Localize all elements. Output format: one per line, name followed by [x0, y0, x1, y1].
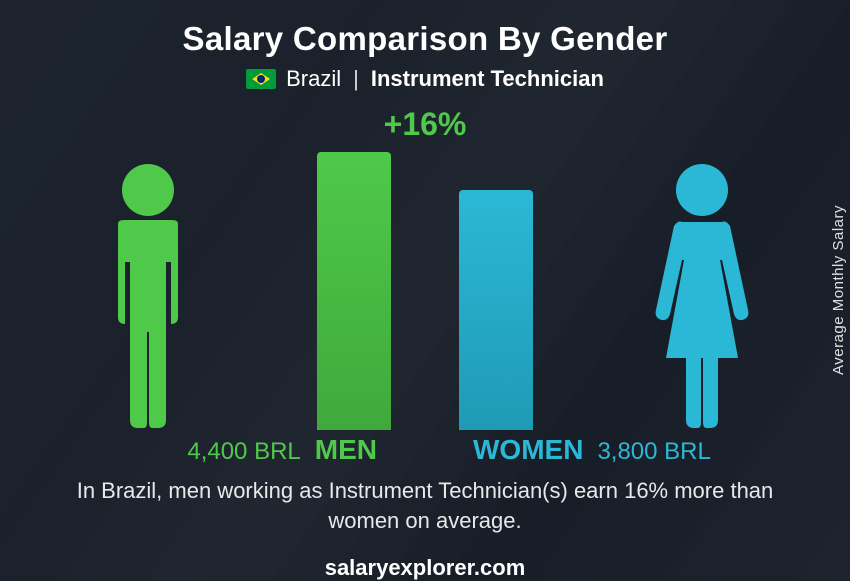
- page-title: Salary Comparison By Gender: [28, 20, 822, 58]
- y-axis-label: Average Monthly Salary: [830, 205, 847, 375]
- job-title-label: Instrument Technician: [371, 66, 604, 92]
- brazil-flag-icon: [246, 69, 276, 89]
- women-salary: 3,800 BRL: [597, 438, 710, 466]
- divider: |: [353, 66, 359, 92]
- women-label: WOMEN: [473, 434, 583, 466]
- website-label: salaryexplorer.com: [28, 555, 822, 581]
- woman-figure-icon: [642, 162, 762, 430]
- man-figure-icon: [88, 162, 208, 430]
- chart-area: +16% 4,400 BRL MEN: [28, 106, 822, 466]
- country-label: Brazil: [286, 66, 341, 92]
- y-axis-label-wrap: Average Monthly Salary: [828, 0, 848, 580]
- subtitle: Brazil | Instrument Technician: [28, 66, 822, 92]
- men-bar: [317, 152, 391, 430]
- women-side: WOMEN 3,800 BRL: [425, 146, 822, 466]
- women-bar: [459, 190, 533, 430]
- men-label: MEN: [315, 434, 377, 466]
- men-side: 4,400 BRL MEN: [28, 146, 425, 466]
- percentage-diff: +16%: [384, 106, 467, 143]
- men-salary: 4,400 BRL: [187, 438, 300, 466]
- description-text: In Brazil, men working as Instrument Tec…: [28, 476, 822, 535]
